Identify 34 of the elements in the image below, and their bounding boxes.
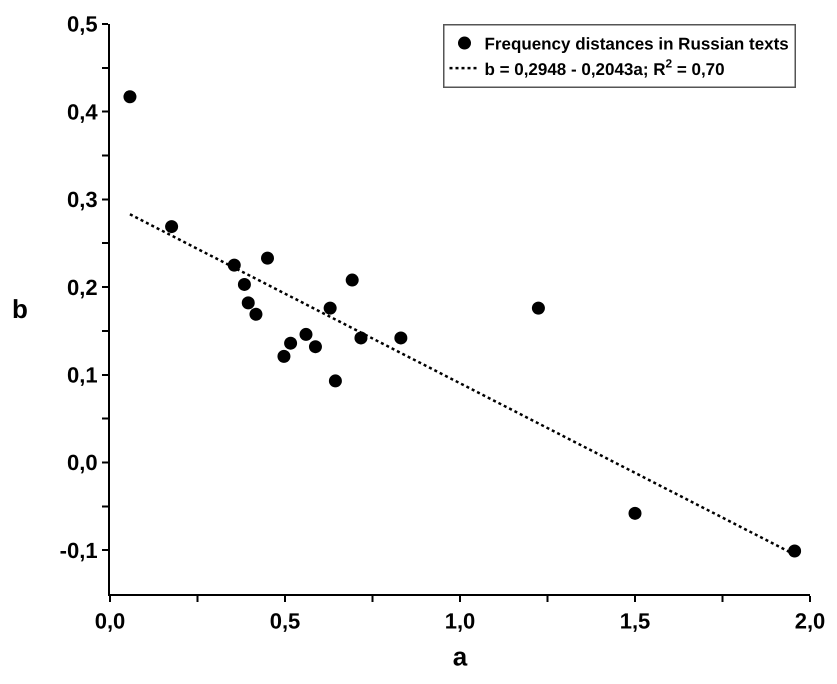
x-tick-label: 0,0: [94, 608, 126, 634]
y-tick-label: 0,4: [67, 99, 98, 124]
point: [284, 336, 298, 350]
point: [165, 220, 178, 234]
point: [308, 340, 322, 354]
point: [242, 296, 255, 310]
point: [238, 278, 251, 291]
y-tick-label: 0,5: [67, 12, 98, 37]
y-tick-label: 0,2: [67, 274, 98, 300]
point: [123, 90, 136, 104]
legend-label: b = 0,2948 - 0,2043a; R$^{2}$ = 0,70: [484, 56, 725, 79]
point: [324, 302, 337, 315]
y-tick-label: -0,1: [60, 538, 98, 563]
point: [346, 274, 359, 287]
legend-label: Frequency distances in Russian texts: [484, 34, 789, 54]
point: [394, 331, 408, 344]
point: [354, 331, 368, 344]
point: [300, 328, 312, 341]
point: [328, 374, 342, 388]
y-tick-label: 0,0: [67, 450, 98, 476]
point: [532, 302, 545, 315]
x-tick-label: 0,5: [270, 608, 300, 634]
x-tick-label: 1,0: [444, 608, 476, 634]
x-tick-label: 2,0: [794, 608, 826, 634]
point: [628, 506, 642, 520]
x-axis-title: a: [452, 642, 468, 672]
point: [249, 308, 262, 321]
point: [277, 350, 290, 363]
point: [261, 252, 274, 265]
y-axis-title: b: [12, 294, 28, 324]
y-tick-label: 0,3: [67, 187, 98, 212]
x-tick-label: 1,5: [620, 608, 650, 634]
point: [788, 544, 802, 558]
y-tick-label: 0,1: [67, 362, 98, 388]
